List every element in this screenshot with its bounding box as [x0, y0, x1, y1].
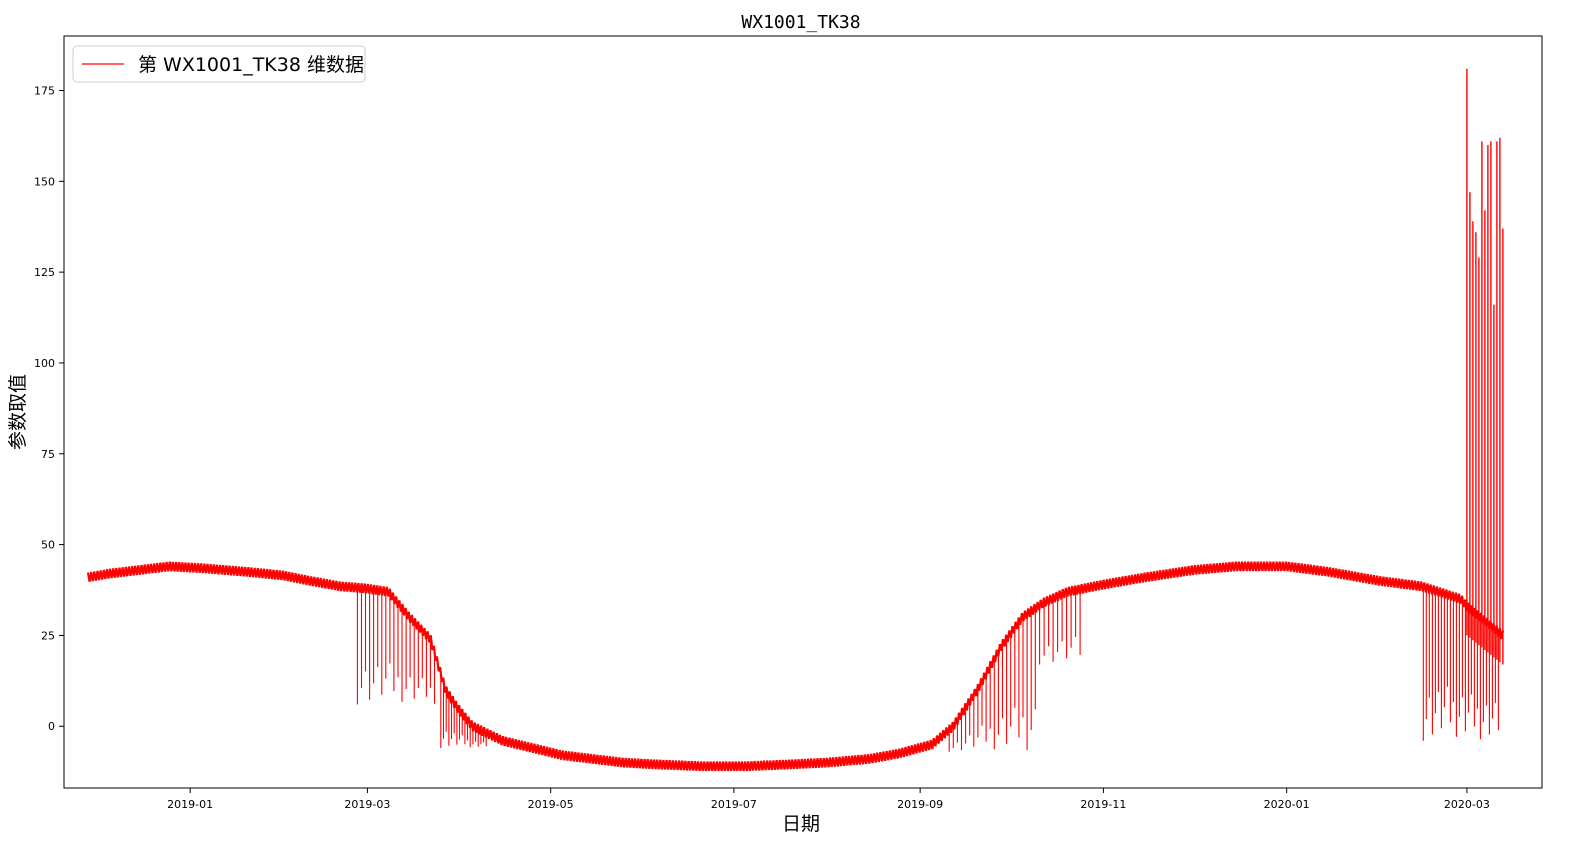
series-line — [86, 561, 1504, 772]
y-tick-label: 175 — [34, 84, 55, 97]
x-axis-label: 日期 — [782, 813, 820, 835]
x-tick-label: 2019-03 — [344, 798, 390, 811]
x-tick-label: 2019-09 — [897, 798, 943, 811]
series-spike-cluster — [356, 587, 436, 705]
x-tick-label: 2020-01 — [1264, 798, 1310, 811]
y-axis-label: 参数取值 — [7, 374, 29, 450]
y-tick-label: 75 — [41, 448, 55, 461]
series-layer — [86, 68, 1504, 772]
y-tick-label: 100 — [34, 357, 55, 370]
legend-box — [72, 45, 366, 83]
x-tick-label: 2019-05 — [528, 798, 574, 811]
x-tick-label: 2019-07 — [711, 798, 757, 811]
series-upper-spikes — [1466, 68, 1504, 665]
x-tick-label: 2019-11 — [1080, 798, 1126, 811]
series-spike-cluster — [1422, 586, 1499, 741]
y-tick-label: 25 — [41, 629, 55, 642]
y-tick-label: 125 — [34, 266, 55, 279]
chart-title: WX1001_TK38 — [741, 12, 860, 33]
plot-area-frame — [63, 35, 1543, 789]
y-tick-label: 150 — [34, 175, 55, 188]
y-axis: 0 25 50 75 100 125 150 175 — [34, 84, 64, 733]
x-tick-label: 2019-01 — [167, 798, 213, 811]
x-axis: 2019-01 2019-03 2019-05 2019-07 2019-09 2019-… — [167, 788, 1490, 811]
legend: 第 WX1001_TK38 维数据 — [72, 45, 366, 83]
y-tick-label: 0 — [48, 720, 55, 733]
x-tick-label: 2020-03 — [1444, 798, 1490, 811]
y-tick-label: 50 — [41, 539, 55, 552]
series-spike-cluster — [948, 608, 1036, 752]
series-spike-cluster — [1039, 589, 1081, 665]
legend-entry: 第 WX1001_TK38 维数据 — [138, 54, 364, 76]
series-spike-cluster — [440, 674, 487, 748]
